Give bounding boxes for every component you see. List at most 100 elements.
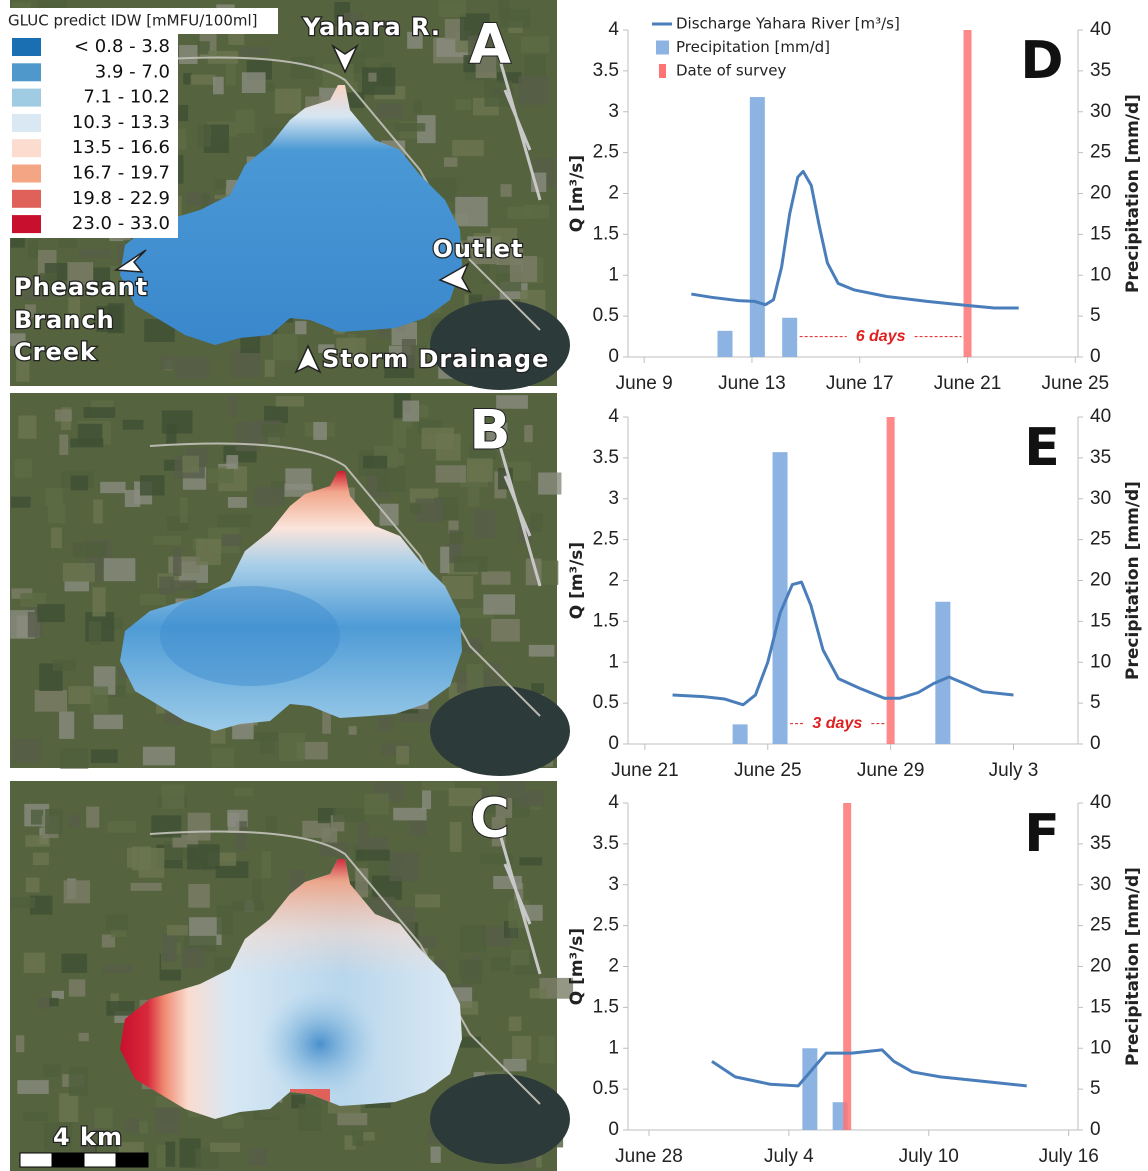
map-patch [442,576,474,600]
map-patch [407,31,423,49]
y-tick-label: 0 [608,346,619,367]
legend-swatch [12,63,41,82]
map-patch [166,424,177,447]
y-tick-label: 2.5 [593,142,619,163]
map-patch [415,498,444,523]
map-patch [467,35,490,53]
map-patch [73,542,107,558]
map-patch [410,503,421,514]
map-patch [452,139,484,157]
map-patch [313,422,327,440]
lake-heatmap [120,85,462,345]
map-patch [449,821,462,852]
map-patch [356,849,390,861]
map-annotation: Storm Drainage [322,345,549,373]
map-patch [395,123,426,132]
map-patch [107,821,137,833]
map-patch [106,1001,135,1016]
map-patch [356,895,373,907]
map-patch [227,812,240,834]
map-patch [396,745,410,765]
road [498,833,542,975]
map-patch [261,423,285,438]
panel-letter: A [469,13,511,76]
map-patch [139,593,166,606]
map-patch [409,820,427,837]
map-patch [291,56,315,79]
map-patch [179,45,198,65]
x-tick-label: July 4 [764,1146,814,1167]
map-patch [509,255,538,282]
map-patch [62,563,95,582]
map-patch [43,1122,73,1151]
legend-swatch [12,189,41,208]
y2-tick-label: 20 [1090,570,1111,591]
map-patch [201,194,210,215]
scale-bar [83,1152,117,1168]
map-patch [355,868,369,898]
map-patch [327,1101,361,1114]
y-tick-label: 0.5 [593,692,619,713]
map-patch [417,404,429,417]
map-patch [43,1064,61,1077]
map-patch [93,499,103,524]
map-patch [144,319,175,343]
map-patch [28,240,38,259]
map-patch [273,333,298,361]
map-patch [264,82,275,92]
x-tick-label: June 17 [826,373,894,394]
map-patch [443,157,458,167]
y2-tick-label: 15 [1090,223,1111,244]
map-patch [211,747,234,768]
y2-axis-title: Precipitation [mm/d] [1123,867,1143,1066]
map-patch [379,503,399,526]
map-patch [478,786,489,811]
map-patch [197,124,211,147]
map-patch [401,339,417,369]
y-tick-label: 4 [608,792,619,813]
map-patch [20,593,47,607]
map-patch [363,455,388,469]
map-patch [364,354,378,364]
map-patch [512,1036,532,1060]
x-tick-label: July 10 [899,1146,959,1167]
map-patch [68,1067,89,1097]
map-patch [389,851,419,882]
y-axis-title: Q [m³/s] [567,928,587,1005]
map-patch [520,790,544,807]
map-patch [122,419,144,430]
map-patch [64,580,89,592]
map-patch [496,72,522,84]
y-tick-label: 4 [608,406,619,427]
map-patch [78,1032,89,1042]
lake-heatmap [120,471,462,731]
map-patch [455,99,472,110]
map-patch [101,934,116,948]
map-patch [295,321,307,335]
map-patch [538,472,562,495]
map-patch [225,55,236,86]
map-patch [110,993,119,1009]
annotation: 3 days [812,715,862,732]
map-patch [228,396,239,417]
y2-tick-label: 15 [1090,996,1111,1017]
map-patch [278,733,306,762]
y-tick-label: 2 [608,183,619,204]
map-patch [344,1135,356,1150]
map-patch [367,837,388,854]
map-patch [166,925,188,936]
y-tick-label: 3.5 [593,447,619,468]
x-tick-label: July 3 [989,760,1039,781]
map-patch [25,835,50,847]
map-patch [114,1011,138,1023]
survey-date [963,30,972,357]
legend-label: Precipitation [mm/d] [676,38,830,56]
map-patch [241,72,266,93]
map-patch [235,422,260,452]
y2-tick-label: 5 [1090,305,1101,326]
y2-tick-label: 30 [1090,874,1111,895]
map-panel: C [10,781,574,1171]
map-patch [473,509,496,539]
x-tick-label: June 21 [934,373,1002,394]
